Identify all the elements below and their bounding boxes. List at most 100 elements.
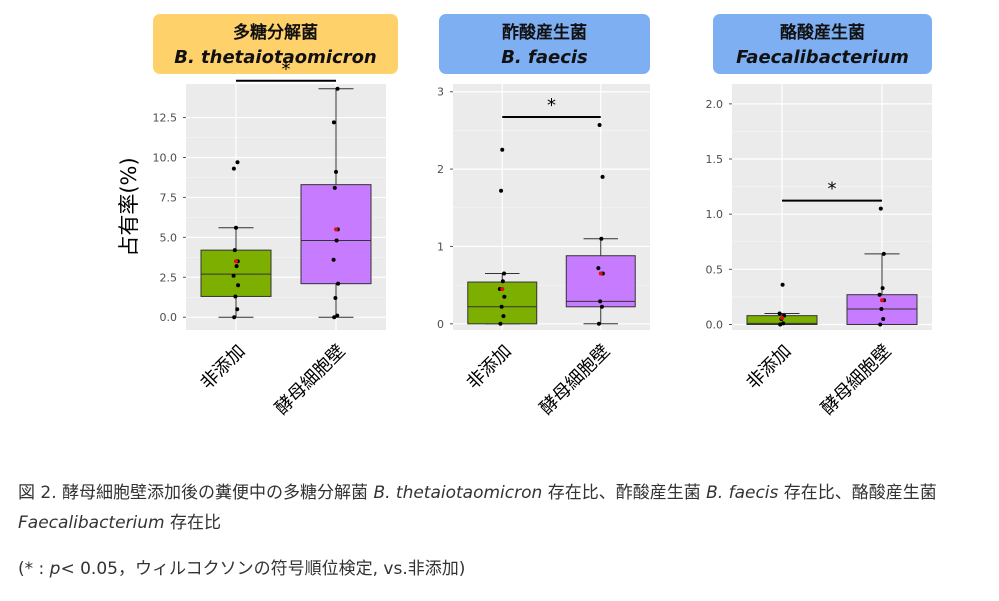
data-point bbox=[498, 321, 503, 326]
y-tick-label: 2.5 bbox=[160, 271, 178, 284]
data-point bbox=[236, 283, 241, 288]
data-point bbox=[336, 281, 341, 286]
data-point bbox=[233, 294, 238, 299]
caption-part2: 存在比、酢酸産生菌 bbox=[542, 483, 707, 503]
y-tick-label: 1.0 bbox=[706, 208, 724, 221]
caption-part4: 存在比 bbox=[164, 513, 221, 533]
y-tick-label: 7.5 bbox=[160, 191, 178, 204]
data-point bbox=[499, 304, 504, 309]
x-category-label: 酵母細胞壁 bbox=[271, 341, 349, 419]
data-point bbox=[234, 225, 238, 230]
mean-point bbox=[880, 298, 884, 303]
data-point bbox=[881, 316, 886, 321]
data-point bbox=[500, 279, 505, 284]
panel-header bbox=[439, 14, 650, 74]
significance-asterisk: * bbox=[547, 95, 556, 116]
plot-background bbox=[732, 84, 932, 330]
panel-title-species: B. faecis bbox=[501, 47, 588, 68]
data-point bbox=[335, 313, 340, 318]
data-point bbox=[881, 251, 886, 256]
data-point bbox=[598, 299, 603, 304]
data-point bbox=[332, 185, 337, 190]
caption-species-3: Faecalibacterium bbox=[18, 513, 165, 533]
data-point bbox=[331, 120, 336, 125]
panel-title-group: 酢酸産生菌 bbox=[502, 22, 587, 43]
data-point bbox=[781, 321, 786, 326]
y-tick-label: 10.0 bbox=[153, 151, 178, 164]
panel-title-species: Faecalibacterium bbox=[736, 47, 909, 68]
mean-point bbox=[500, 287, 505, 291]
mean-point bbox=[780, 315, 784, 320]
data-point bbox=[232, 315, 237, 320]
x-category-label: 酵母細胞壁 bbox=[817, 341, 895, 419]
data-point bbox=[500, 147, 505, 152]
data-point bbox=[877, 292, 882, 297]
box-iqr bbox=[300, 184, 372, 285]
mean-point bbox=[334, 227, 338, 232]
caption-species-2: B. faecis bbox=[706, 483, 779, 503]
data-point bbox=[780, 282, 785, 287]
y-tick-label: 3 bbox=[437, 86, 444, 99]
panel-title-group: 多糖分解菌 bbox=[233, 22, 318, 43]
data-point bbox=[777, 311, 782, 316]
data-point bbox=[235, 307, 240, 312]
data-point bbox=[235, 160, 240, 165]
x-category-label: 非添加 bbox=[743, 341, 796, 394]
x-category-label: 酵母細胞壁 bbox=[536, 341, 614, 419]
chart-panel-2: 酢酸産生菌 B. faecis 0 1 2 3 * 非添加 酵母細胞壁 bbox=[437, 14, 650, 419]
chart-panel-1: 多糖分解菌 B. thetaiotaomicron 0.0 2.5 5.0 7.5 10.0… bbox=[153, 14, 398, 419]
data-point bbox=[596, 266, 601, 271]
data-point bbox=[334, 238, 339, 243]
y-tick-label: 0.0 bbox=[706, 318, 724, 331]
panel-header bbox=[713, 14, 932, 74]
data-point bbox=[596, 321, 601, 326]
y-tick-label: 1.5 bbox=[706, 153, 724, 166]
data-point bbox=[332, 315, 337, 320]
data-point bbox=[878, 322, 883, 327]
data-point bbox=[880, 286, 885, 291]
x-category-label: 非添加 bbox=[463, 341, 516, 394]
panel-title-species: B. thetaiotaomicron bbox=[174, 47, 377, 68]
y-tick-label: 12.5 bbox=[153, 112, 178, 125]
data-point bbox=[778, 322, 783, 327]
panel-title-group: 酪酸産生菌 bbox=[780, 22, 865, 43]
y-tick-label: 2.0 bbox=[706, 98, 724, 111]
data-point bbox=[501, 314, 506, 319]
y-tick-label: 0.0 bbox=[160, 311, 178, 324]
data-point bbox=[878, 206, 883, 211]
y-tick-label: 0 bbox=[437, 318, 444, 331]
y-axis-title: 占有率(%) bbox=[117, 157, 141, 256]
chart-panel-3: 酪酸産生菌 Faecalibacterium 0.0 0.5 1.0 1.5 2.0 * 非添加… bbox=[706, 14, 932, 419]
x-category-label: 非添加 bbox=[197, 341, 250, 394]
data-point bbox=[335, 86, 340, 91]
caption-part1: 図 2. 酵母細胞壁添加後の糞便中の多糖分解菌 bbox=[18, 483, 374, 503]
caption-species-1: B. thetaiotaomicron bbox=[373, 483, 543, 503]
y-tick-label: 5.0 bbox=[160, 231, 178, 244]
mean-point bbox=[234, 259, 238, 264]
note-prefix: (* : bbox=[18, 559, 50, 579]
box-iqr bbox=[200, 249, 272, 297]
y-tick-label: 0.5 bbox=[706, 263, 724, 276]
mean-point bbox=[598, 271, 603, 276]
data-point bbox=[234, 264, 239, 269]
y-tick-label: 1 bbox=[437, 240, 444, 253]
data-point bbox=[600, 174, 605, 179]
data-point bbox=[231, 166, 236, 171]
caption-part3: 存在比、酪酸産生菌 bbox=[778, 483, 937, 503]
data-point bbox=[502, 271, 507, 276]
data-point bbox=[597, 123, 602, 127]
significance-asterisk: * bbox=[282, 59, 291, 80]
data-point bbox=[232, 248, 237, 253]
data-point bbox=[331, 257, 336, 262]
panel-header bbox=[153, 14, 398, 74]
significance-note: (* : p< 0.05，ウィルコクソンの符号順位検定, vs.非添加) bbox=[18, 556, 978, 582]
data-point bbox=[333, 296, 338, 301]
y-tick-label: 2 bbox=[437, 163, 444, 176]
box-iqr bbox=[565, 255, 636, 308]
data-point bbox=[599, 236, 604, 241]
data-point bbox=[599, 304, 604, 309]
data-point bbox=[499, 188, 504, 193]
note-p-value: p bbox=[49, 559, 61, 579]
data-point bbox=[502, 294, 507, 299]
